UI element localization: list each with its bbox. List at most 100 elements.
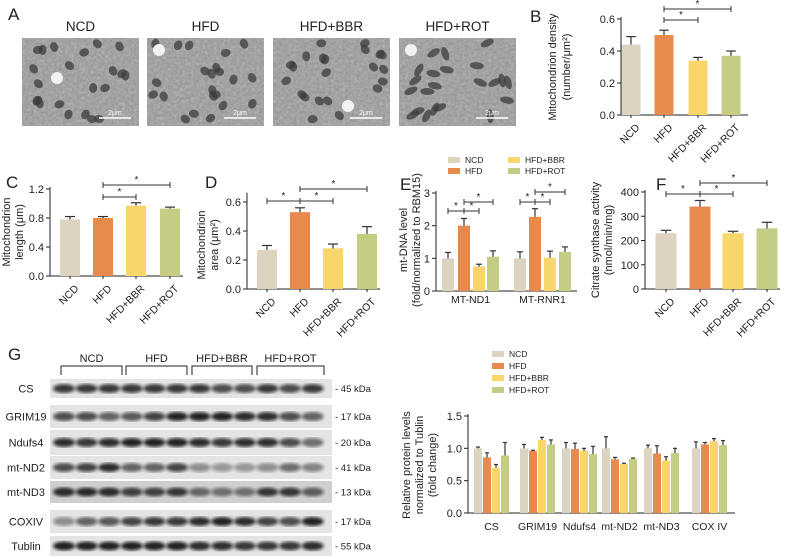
y-tick-label: 100 [621,260,639,272]
mitochondrion-shape [498,73,506,88]
bar-ncd [442,258,454,291]
blot-band [166,517,188,526]
x-tick-label: MT-ND1 [451,294,490,306]
panel-label-e: E [400,175,411,194]
mitochondrion-shape [54,100,65,109]
y-tick-label: 0.0 [226,284,241,296]
blot-size-label: - 13 kDa [335,488,372,499]
bar-hfd-bbr [710,441,718,513]
significance-star: * [526,192,530,203]
blot-band [166,412,188,421]
mitochondrion-shape [321,54,330,65]
significance-star: * [470,201,474,212]
blot-band [98,463,121,472]
micrograph-title: NCD [66,19,95,34]
significance-star: * [541,192,545,203]
panel-label-c: C [6,173,18,192]
y-tick-label: 0.6 [600,14,615,26]
blot-band [301,541,324,551]
blot-band [233,487,256,497]
mitochondrion-shape [486,109,494,124]
blot-size-label: - 20 kDa [335,438,372,449]
scale-bar-label: 2μm [485,110,499,117]
bar-hfd [93,218,113,276]
blot-band [98,541,121,551]
bar-hfd-bbr [688,60,708,115]
mitochondrion-shape [426,69,441,78]
blot-band [120,438,143,447]
bar-hfd-rot [357,233,377,289]
x-tick-label: Ndufs4 [563,521,596,533]
x-tick-label: CS [484,521,499,533]
x-tick-label: MT-RNR1 [519,294,566,306]
blot-band [256,487,279,497]
blot-band [301,463,324,472]
blot-band [53,412,75,421]
bar-hfd-rot [547,444,555,513]
mitochondrion-shape [64,61,75,71]
blot-group-bracket [191,365,253,375]
bar-hfd-bbr [620,463,628,513]
mitochondrion-shape [121,70,130,81]
bar-hfd [611,459,619,513]
legend-label: NCD [509,349,527,359]
significance-star: * [454,201,458,212]
bar-hfd-rot [501,455,509,513]
blot-band [211,384,234,393]
blot-row-label: Ndufs4 [9,438,44,450]
micrograph-texture [273,38,390,126]
blot-group-bracket [256,365,325,375]
blot-band [166,541,188,551]
blot-band [279,384,301,393]
significance-star: * [477,192,481,203]
mitochondrion-shape [441,47,450,61]
mitochondrion-shape [314,96,324,106]
mitochondrion-shape [79,48,90,57]
x-tick-label: mt-ND2 [601,521,637,533]
blot-band [166,463,188,472]
mitochondrion-shape [379,64,389,74]
blot-band [53,438,75,447]
blot-band [75,463,98,472]
blot-band [233,384,256,393]
bar-hfd [689,206,711,289]
x-tick-label: NCD [618,122,643,147]
bar-hfd [458,225,470,291]
chart-e: 0 1 2 3 mt-DNA level (fold/normalized to RBM1… [398,155,577,307]
mitochondrion-shape [247,72,257,83]
bar-ncd [655,233,677,289]
y-tick-label: 3 [424,188,430,200]
legend-swatch [492,375,504,381]
mitochondrion-shape [208,85,217,96]
bar-ncd [562,448,570,513]
legend-swatch [448,157,460,163]
mitochondrion-shape [159,91,168,102]
bar-hfd-bbr [544,257,556,291]
bar-hfd [701,444,709,513]
blot-band [211,517,234,526]
blot-band [211,463,234,472]
bar-hfd-bbr [662,460,670,513]
blot-band [143,517,166,526]
x-tick-label: HFD [91,283,115,307]
blot-band [98,412,121,421]
panel-label-g: G [8,345,21,364]
mitochondrion-shape [359,39,370,48]
mitochondrion-shape [94,114,105,123]
y-axis-label: (fold/normalized to RBM15) [411,173,423,307]
blot-band [98,487,121,497]
blot-band [120,487,143,497]
y-axis-label: length (μm) [14,204,26,260]
mitochondrion-shape [439,65,454,74]
blot-row-label: CS [18,384,33,396]
legend-swatch [508,168,520,174]
x-tick-label: HFD [652,122,676,146]
mitochondrion-shape [248,98,257,109]
significance-star: * [332,179,336,190]
y-tick-label: 2 [424,221,430,233]
blot-band [98,517,121,526]
mitochondrion-shape [420,88,435,96]
significance-star: * [118,187,122,198]
y-axis-label: Mitochondrion [196,210,208,279]
